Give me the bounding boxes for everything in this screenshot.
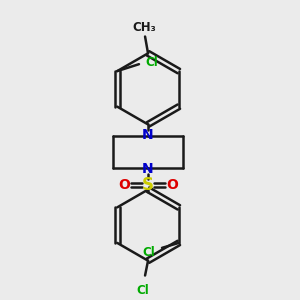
Text: N: N — [142, 128, 154, 142]
Text: CH₃: CH₃ — [132, 21, 156, 34]
Text: Cl: Cl — [145, 56, 158, 69]
Text: Cl: Cl — [142, 246, 155, 259]
Text: O: O — [118, 178, 130, 192]
Text: N: N — [142, 162, 154, 176]
Text: Cl: Cl — [137, 284, 149, 297]
Text: O: O — [166, 178, 178, 192]
Text: S: S — [142, 176, 154, 194]
